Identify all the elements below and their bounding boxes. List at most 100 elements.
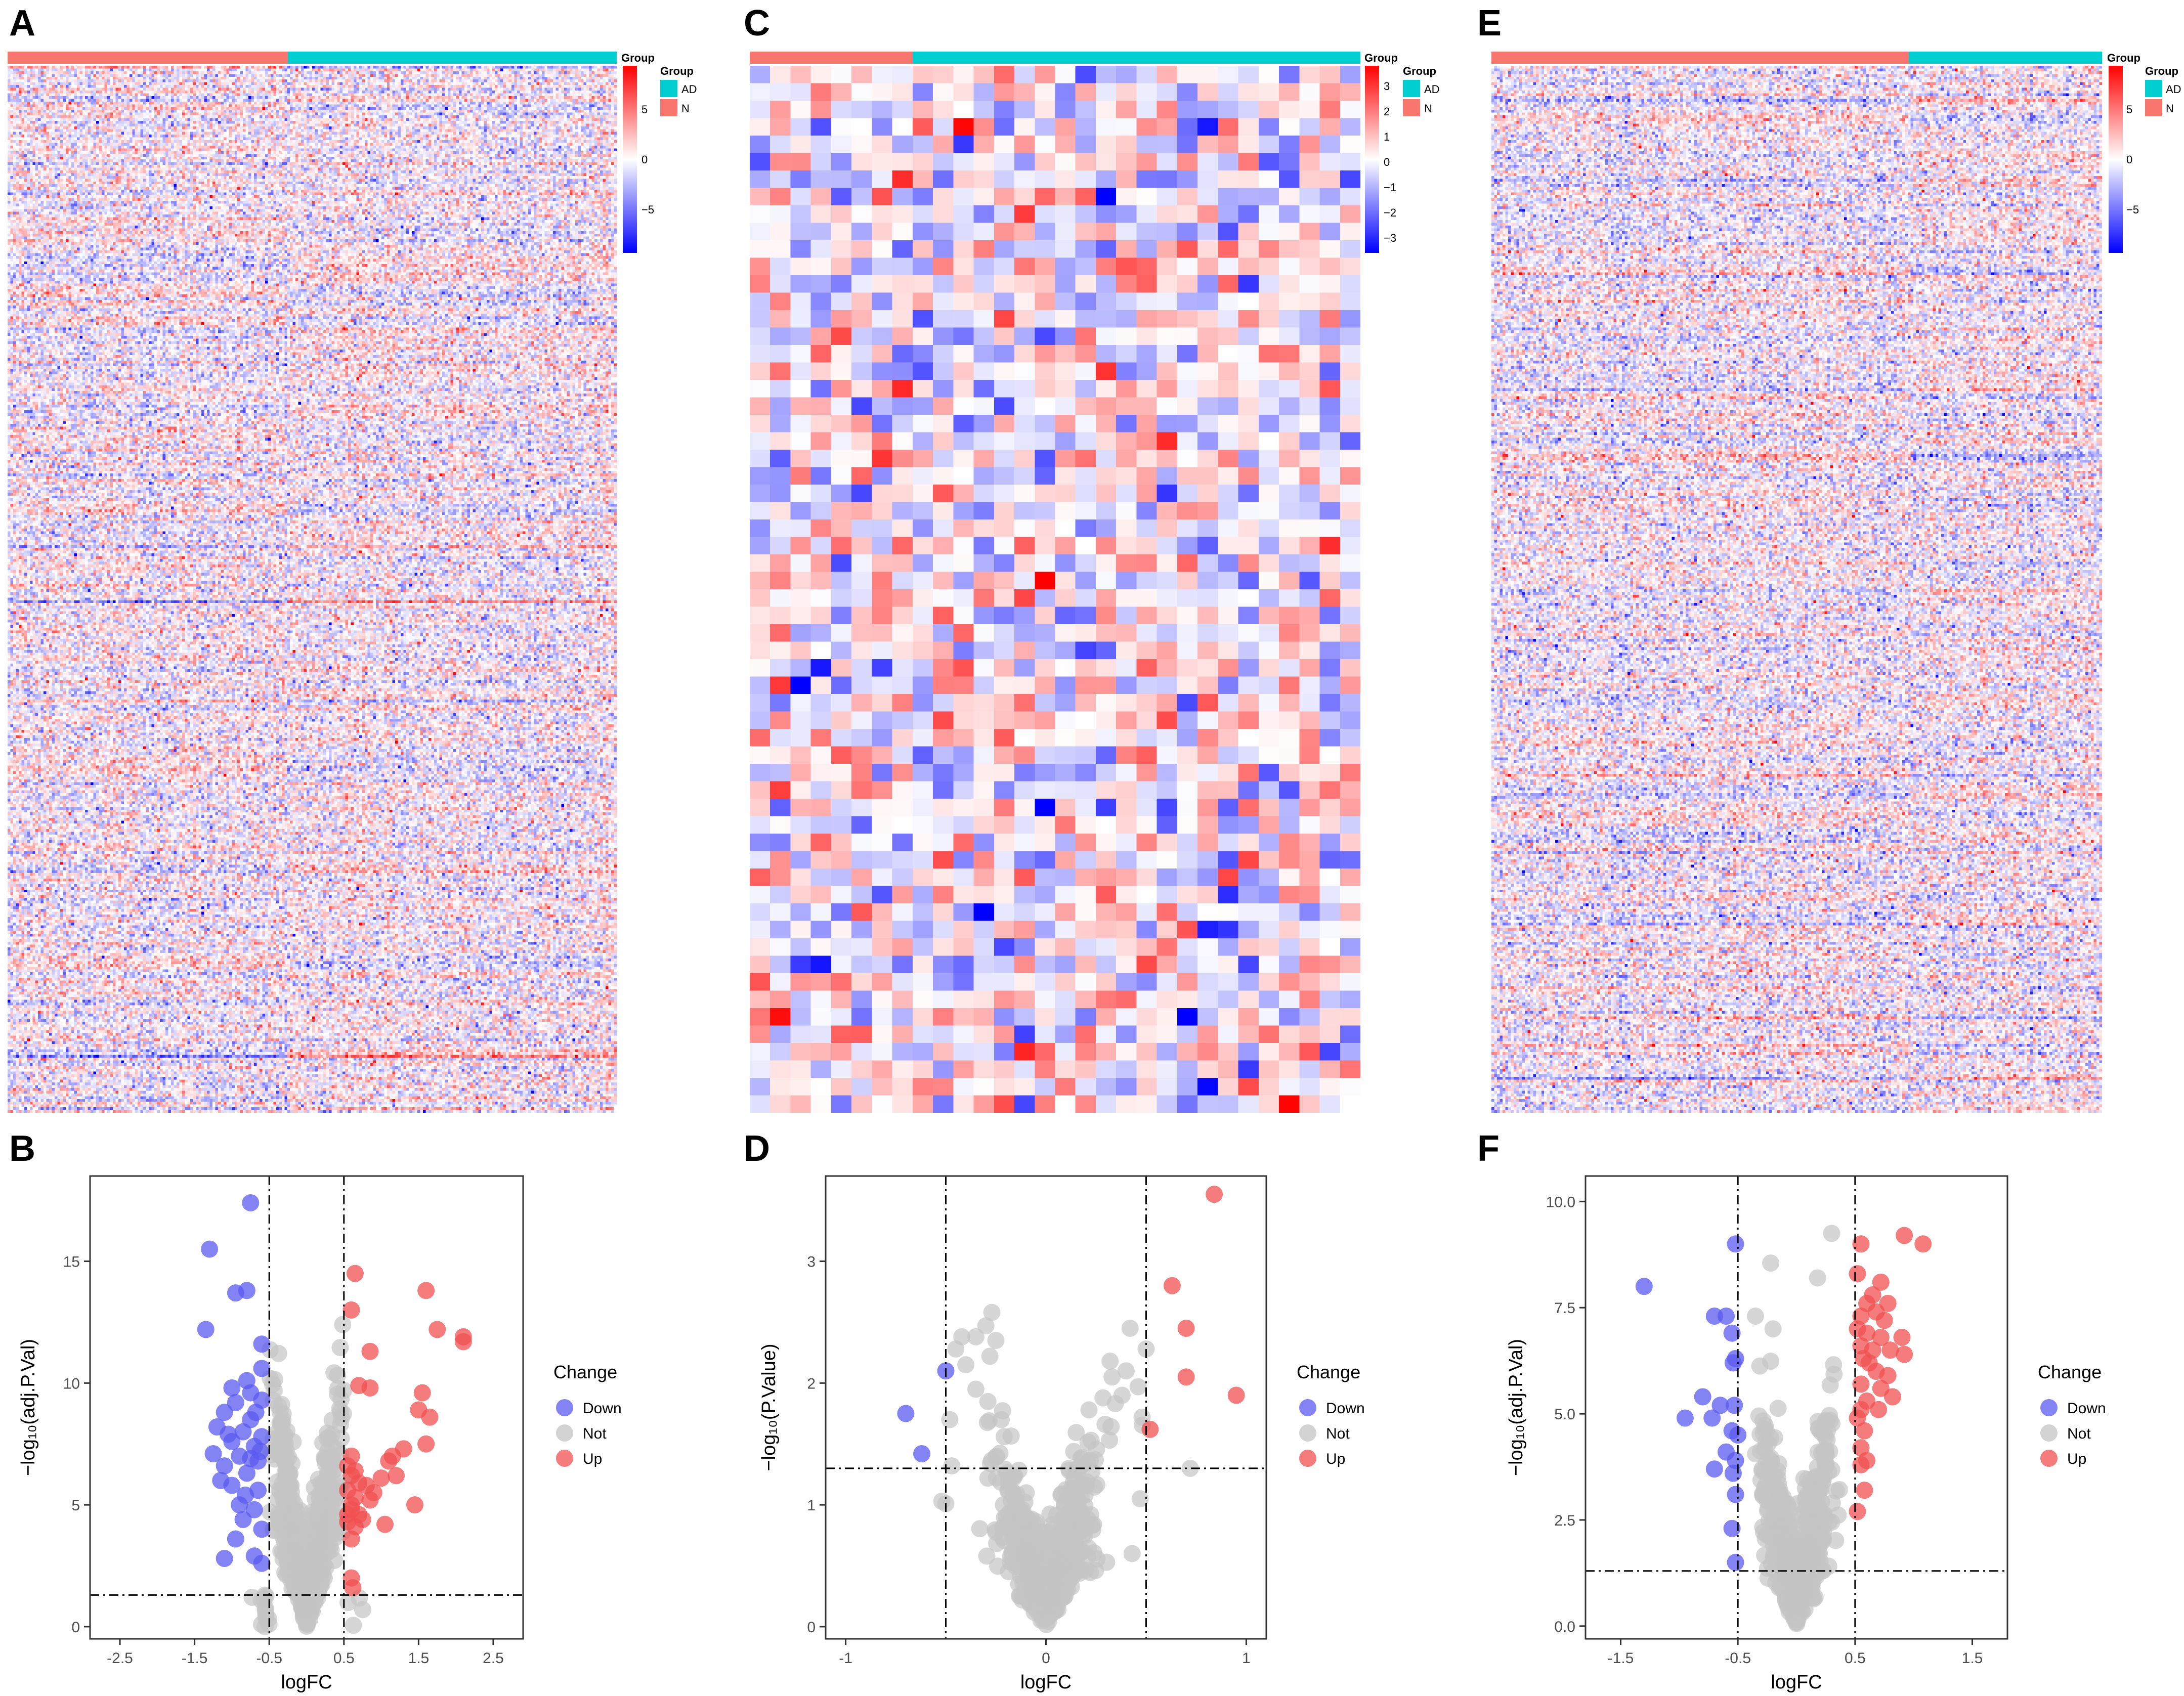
point-up	[361, 1379, 379, 1397]
x-tick-label: -1.5	[182, 1650, 208, 1667]
point-not	[339, 1594, 357, 1612]
point-down	[223, 1379, 241, 1397]
point-not	[257, 1605, 275, 1623]
point-not	[1746, 1308, 1764, 1325]
point-down	[913, 1445, 931, 1462]
point-up	[1849, 1503, 1866, 1520]
plot-frame	[1585, 1175, 2008, 1640]
point-not	[981, 1347, 999, 1365]
point-not	[1018, 1509, 1036, 1527]
point-down	[1727, 1235, 1744, 1253]
point-up	[1163, 1277, 1181, 1294]
point-up	[417, 1435, 435, 1453]
legend-title: Group	[2145, 65, 2178, 77]
point-down	[234, 1511, 252, 1529]
point-not	[1818, 1413, 1835, 1430]
x-tick-label: 0	[1042, 1650, 1050, 1667]
point-not	[1103, 1368, 1121, 1386]
point-not	[1129, 1378, 1147, 1396]
legend-key-up	[556, 1450, 573, 1467]
point-down	[1703, 1409, 1721, 1427]
point-not	[978, 1414, 996, 1431]
point-down	[1726, 1397, 1743, 1414]
point-down	[1727, 1553, 1744, 1571]
point-not	[1137, 1340, 1155, 1358]
y-tick-label: 2.5	[1554, 1512, 1575, 1529]
scale-tick-label: 1	[1384, 131, 1390, 143]
point-not	[1040, 1524, 1057, 1542]
scale-tick-label: 5	[2126, 103, 2132, 116]
point-not	[1088, 1441, 1105, 1458]
point-not	[289, 1531, 307, 1549]
legend-label-not: Not	[583, 1425, 607, 1442]
point-not	[1766, 1510, 1783, 1528]
point-not	[941, 1411, 959, 1428]
legend-label-n: N	[681, 102, 690, 115]
heatmap-a: Group Group AD N 5 0 −5	[8, 52, 697, 1113]
point-not	[995, 1428, 1013, 1446]
point-down	[897, 1405, 915, 1422]
heatmap-a-cells	[8, 66, 617, 1113]
point-not	[320, 1429, 337, 1447]
point-not	[284, 1512, 302, 1530]
legend-key-not	[2040, 1424, 2058, 1442]
x-axis-label: logFC	[1771, 1672, 1822, 1693]
point-not	[983, 1303, 1001, 1321]
point-up	[1849, 1409, 1866, 1427]
point-not	[1044, 1587, 1062, 1605]
point-not	[994, 1402, 1011, 1419]
legend-key-down	[556, 1399, 573, 1416]
point-not	[298, 1599, 316, 1617]
point-up	[454, 1333, 472, 1351]
point-up	[1177, 1319, 1195, 1337]
point-down	[253, 1520, 271, 1538]
group-bar-ad	[1909, 52, 2102, 64]
point-not	[1821, 1376, 1839, 1394]
point-up	[1856, 1422, 1873, 1440]
legend-label-n: N	[2166, 102, 2174, 115]
legend-title: Group	[660, 65, 694, 77]
point-up	[354, 1511, 371, 1529]
x-tick-label: 1.5	[1962, 1650, 1983, 1667]
y-tick-label: 7.5	[1554, 1300, 1575, 1317]
point-up	[1879, 1367, 1897, 1384]
legend-label-ad: AD	[1424, 83, 1440, 96]
point-up	[342, 1530, 360, 1548]
point-not	[1769, 1400, 1787, 1417]
point-not	[979, 1469, 997, 1487]
point-not	[979, 1393, 997, 1410]
point-not	[331, 1416, 349, 1433]
point-up	[1870, 1401, 1888, 1418]
heatmap-e-cells	[1491, 66, 2102, 1113]
point-not	[1766, 1480, 1783, 1498]
point-down	[247, 1404, 265, 1421]
scale-tick-label: −1	[1384, 181, 1396, 194]
annotation-title: Group	[1364, 52, 1398, 64]
point-up	[1896, 1345, 1913, 1363]
color-scale-bar	[623, 66, 637, 253]
point-down	[1723, 1324, 1741, 1342]
x-axis-label: logFC	[1020, 1672, 1072, 1693]
point-not	[957, 1356, 975, 1374]
point-not	[1117, 1362, 1135, 1380]
point-up	[1177, 1368, 1195, 1386]
y-tick-label: 15	[63, 1254, 80, 1271]
point-up	[1872, 1328, 1890, 1346]
point-not	[1034, 1575, 1052, 1593]
point-not	[1088, 1550, 1106, 1568]
point-not	[1000, 1505, 1018, 1523]
point-not	[977, 1317, 995, 1335]
point-not	[1052, 1557, 1070, 1575]
point-not	[1764, 1320, 1782, 1338]
x-tick-label: 1.5	[408, 1650, 430, 1667]
point-not	[1181, 1459, 1199, 1477]
point-up	[417, 1282, 435, 1299]
point-up	[376, 1515, 394, 1533]
y-axis-label: −log₁₀(adj.P.Val)	[1506, 1339, 1527, 1476]
point-not	[988, 1535, 1006, 1552]
point-up	[388, 1467, 405, 1485]
legend-label-up: Up	[583, 1451, 602, 1467]
point-not	[1799, 1559, 1817, 1577]
point-down	[220, 1425, 237, 1443]
